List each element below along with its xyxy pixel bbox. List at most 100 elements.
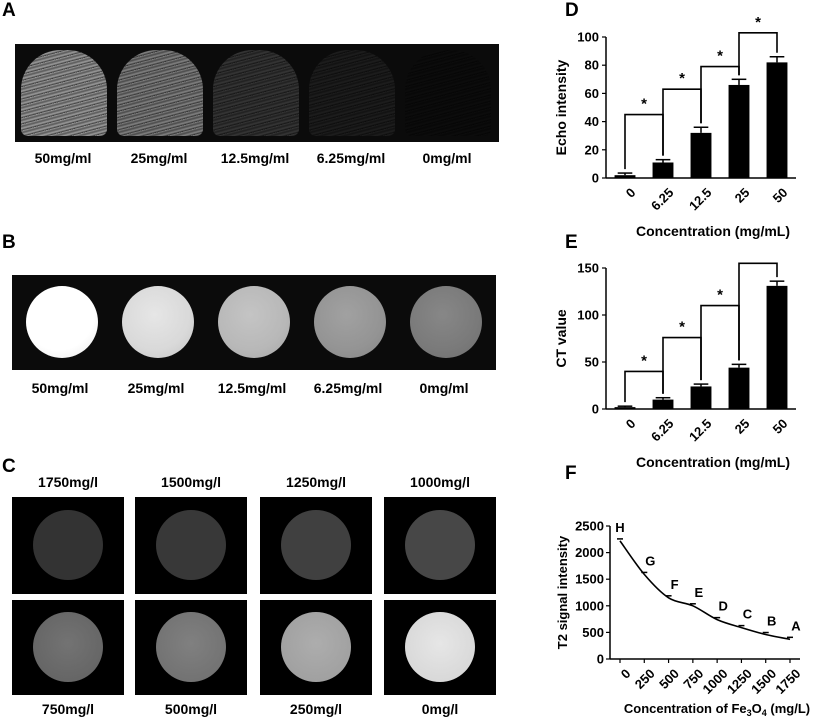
y-tick-label: 500 bbox=[582, 625, 604, 640]
x-tick-label: 6.25 bbox=[648, 185, 677, 214]
ct-label: 6.25mg/ml bbox=[313, 380, 383, 396]
ultrasound-label: 50mg/ml bbox=[34, 150, 92, 166]
y-tick-label: 100 bbox=[577, 308, 599, 323]
y-tick-label: 40 bbox=[585, 114, 599, 129]
ultrasound-sample-3 bbox=[309, 50, 395, 136]
bar bbox=[766, 62, 788, 178]
mri-sample-top-2 bbox=[260, 497, 372, 594]
t2-curve bbox=[619, 540, 791, 641]
mri-sample-top-0 bbox=[12, 497, 124, 594]
mri-label-top: 1000mg/l bbox=[410, 474, 470, 490]
mri-disc bbox=[281, 612, 351, 682]
x-tick-label: 6.25 bbox=[648, 416, 677, 445]
mri-label-bottom: 500mg/l bbox=[164, 701, 218, 717]
y-tick-label: 0 bbox=[592, 171, 599, 186]
x-tick-label: 25 bbox=[732, 185, 753, 206]
y-axis-label: T2 signal intensity bbox=[555, 535, 570, 649]
mri-label-bottom: 250mg/l bbox=[289, 701, 343, 717]
mri-label-top: 1750mg/l bbox=[38, 474, 98, 490]
ct-sample-1 bbox=[122, 286, 194, 358]
point-label: B bbox=[767, 614, 776, 629]
bar bbox=[614, 175, 636, 178]
y-tick-label: 2500 bbox=[575, 519, 604, 534]
ct-value-bar-chart: 0 50 100 150 0 6.25 12.5 25 50 * * * * CT value Concen… bbox=[553, 255, 796, 470]
significance-bracket bbox=[624, 113, 664, 170]
x-tick-label: 1000 bbox=[700, 666, 731, 697]
point-label: A bbox=[791, 618, 801, 633]
significance-star: * bbox=[679, 319, 685, 336]
mri-label-top: 1250mg/l bbox=[286, 474, 346, 490]
x-axis-label-part: 3 bbox=[747, 708, 752, 718]
point-label: G bbox=[645, 553, 655, 568]
y-tick-label: 0 bbox=[597, 652, 604, 667]
panel-c-letter: C bbox=[2, 456, 16, 477]
x-tick-label: 12.5 bbox=[686, 416, 715, 445]
mri-sample-top-1 bbox=[135, 497, 247, 594]
panel-f-letter: F bbox=[565, 463, 577, 484]
y-tick-label: 100 bbox=[577, 30, 599, 45]
bar bbox=[690, 386, 712, 409]
bar bbox=[614, 407, 636, 409]
x-tick-label: 0 bbox=[623, 185, 639, 201]
y-tick-label: 150 bbox=[577, 261, 599, 276]
echo-intensity-bar-chart: 0 20 40 60 80 100 0 6.25 12.5 25 50 * * * * Echo intens… bbox=[553, 14, 796, 239]
ct-image-strip bbox=[12, 275, 496, 370]
significance-star: * bbox=[641, 96, 647, 113]
mri-disc bbox=[405, 510, 475, 580]
point-label: H bbox=[615, 520, 624, 535]
x-tick-label: 50 bbox=[770, 416, 791, 437]
ultrasound-sample-0 bbox=[21, 50, 107, 136]
mri-disc bbox=[33, 612, 103, 682]
panel-a-letter: A bbox=[2, 0, 16, 21]
mri-label-bottom: 0mg/l bbox=[421, 701, 459, 717]
ultrasound-label: 12.5mg/ml bbox=[220, 150, 290, 166]
mri-disc bbox=[156, 612, 226, 682]
x-tick-label: 25 bbox=[732, 416, 753, 437]
y-axis-label: Echo intensity bbox=[553, 59, 569, 155]
ultrasound-label: 6.25mg/ml bbox=[316, 150, 386, 166]
ultrasound-image-strip bbox=[15, 44, 499, 142]
mri-disc bbox=[33, 510, 103, 580]
point-label: F bbox=[671, 577, 679, 592]
ct-sample-2 bbox=[218, 286, 290, 358]
panel-d-letter: D bbox=[565, 0, 579, 21]
mri-disc bbox=[281, 510, 351, 580]
x-tick-label: 50 bbox=[770, 185, 791, 206]
bar bbox=[652, 399, 674, 409]
bar bbox=[766, 285, 788, 409]
significance-star: * bbox=[755, 14, 761, 31]
x-tick-label: 1250 bbox=[724, 666, 755, 697]
significance-star: * bbox=[641, 352, 647, 369]
x-axis-label: Concentration of Fe3O4 (mg/L) bbox=[624, 701, 810, 718]
y-tick-label: 2000 bbox=[575, 545, 604, 560]
mri-sample-bottom-3 bbox=[384, 600, 496, 695]
panel-e-letter: E bbox=[565, 232, 578, 253]
ct-label: 50mg/ml bbox=[31, 380, 89, 396]
ct-sample-4 bbox=[410, 286, 482, 358]
x-tick-label: 0 bbox=[623, 416, 639, 432]
significance-star: * bbox=[717, 287, 723, 304]
x-axis-label-part: O bbox=[752, 701, 762, 716]
x-tick-label: 250 bbox=[632, 666, 658, 692]
mri-sample-bottom-0 bbox=[12, 600, 124, 695]
mri-sample-top-3 bbox=[384, 497, 496, 594]
x-tick-label: 1750 bbox=[772, 666, 803, 697]
t2-signal-line-chart: 0500100015002000250002505007501000125015… bbox=[555, 519, 810, 719]
significance-bracket bbox=[662, 336, 702, 394]
y-axis-label: CT value bbox=[553, 309, 569, 368]
x-tick-label: 500 bbox=[656, 666, 682, 692]
x-axis-label: Concentration (mg/mL) bbox=[636, 223, 790, 239]
x-tick-label: 0 bbox=[618, 666, 634, 682]
x-axis-label: Concentration (mg/mL) bbox=[636, 454, 790, 470]
y-tick-label: 20 bbox=[585, 142, 599, 157]
mri-sample-bottom-2 bbox=[260, 600, 372, 695]
ultrasound-sample-2 bbox=[213, 50, 299, 136]
bar bbox=[690, 132, 712, 178]
ct-sample-0 bbox=[26, 286, 98, 358]
y-tick-label: 0 bbox=[592, 402, 599, 417]
y-tick-label: 80 bbox=[585, 58, 599, 73]
bar bbox=[728, 367, 750, 409]
panel-b-letter: B bbox=[2, 232, 16, 253]
x-tick-label: 1500 bbox=[748, 666, 779, 697]
x-axis-label-part: 4 bbox=[762, 708, 767, 718]
